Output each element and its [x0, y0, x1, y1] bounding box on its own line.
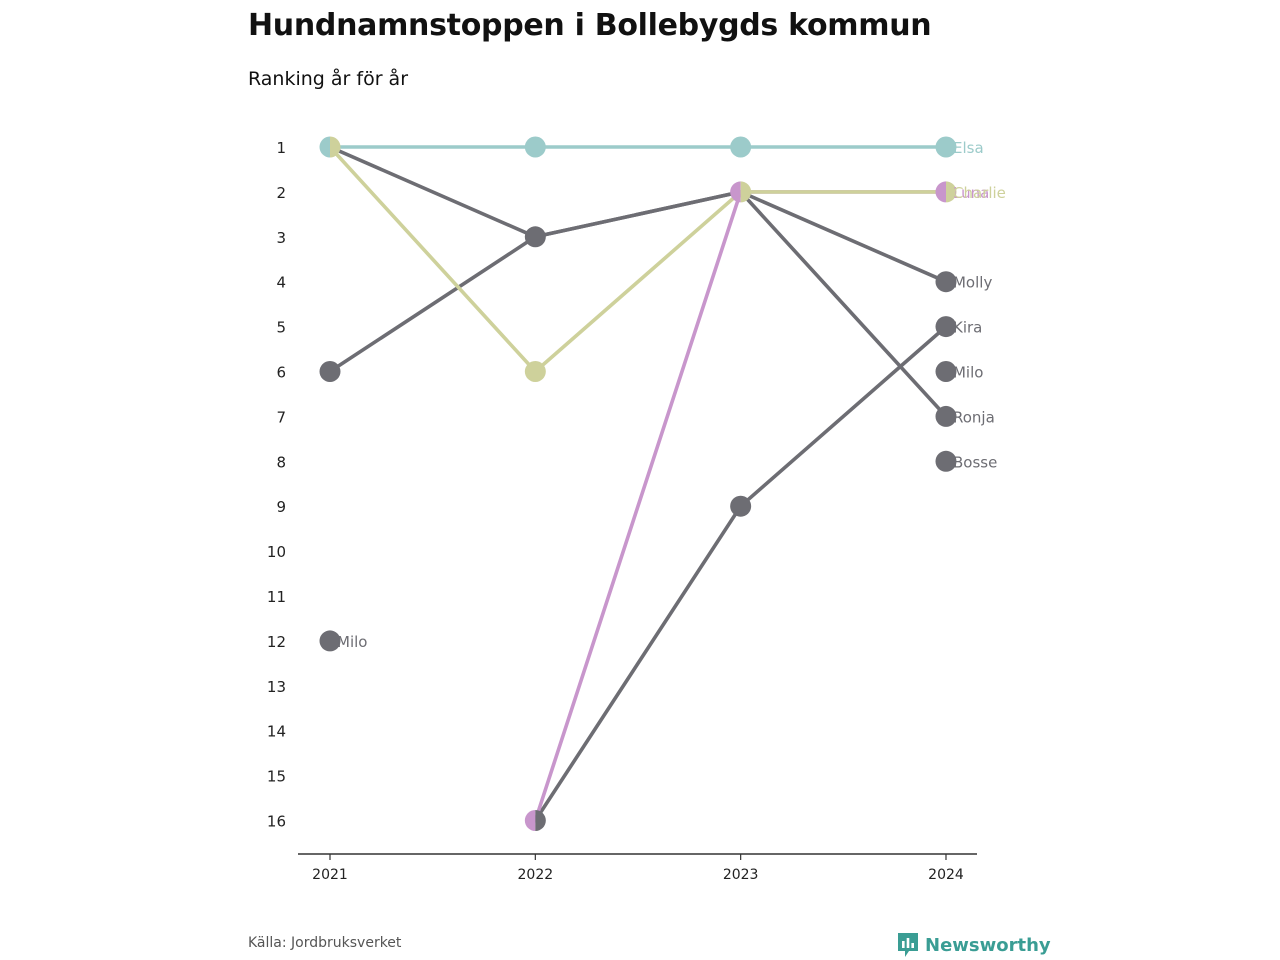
newsworthy-logo-icon [898, 933, 918, 957]
y-tick-label: 12 [267, 633, 286, 651]
y-tick-label: 16 [267, 813, 286, 831]
data-point-elsa [935, 136, 957, 158]
y-tick-label: 13 [267, 678, 286, 696]
data-point-luna-charlie-right [945, 181, 957, 203]
series-end-label-elsa: Elsa [953, 139, 984, 157]
x-tick-label: 2023 [723, 867, 759, 883]
source-note: Källa: Jordbruksverket [248, 935, 402, 951]
x-tick-label: 2022 [518, 867, 554, 883]
data-point-luna-charlie-molly-ronja-right [740, 181, 752, 203]
y-tick-label: 11 [267, 588, 286, 606]
data-point-elsa-charlie-molly-left [319, 136, 330, 158]
data-point-ronja [319, 361, 341, 382]
y-tick-label: 2 [276, 184, 286, 202]
data-point-molly-ronja [524, 226, 546, 248]
data-point-charlie [524, 361, 546, 382]
y-tick-label: 8 [276, 453, 286, 471]
y-tick-label: 14 [267, 723, 286, 741]
brand-name: Newsworthy [925, 934, 1051, 956]
y-tick-label: 4 [276, 274, 286, 292]
data-point-luna-kira-right [535, 810, 546, 831]
series-line-ronja [328, 235, 538, 374]
data-point-luna-kira-left [524, 810, 536, 831]
newsworthy-brand[interactable]: Newsworthy [897, 932, 1051, 958]
series-line-ronja [738, 190, 948, 419]
series-end-label-luna: Luna [953, 184, 989, 202]
data-point-ronja [935, 405, 957, 427]
data-point-milo [319, 630, 341, 652]
series-line-kira [533, 504, 743, 823]
chart-title: Hundnamnstoppen i Bollebygds kommun [248, 8, 932, 43]
point-label-milo: Milo [337, 633, 367, 651]
y-tick-label: 9 [276, 498, 286, 516]
series-end-label-molly: Molly [953, 274, 992, 292]
data-point-molly [935, 271, 957, 293]
series-end-label-charlie: Charlie [953, 184, 1006, 202]
x-tick-label: 2024 [928, 867, 964, 883]
data-point-kira [935, 316, 957, 338]
series-end-label-ronja: Ronja [953, 408, 995, 426]
y-tick-label: 15 [267, 768, 286, 786]
series-line-charlie [328, 145, 538, 374]
y-tick-label: 3 [276, 229, 286, 247]
series-end-label-bosse: Bosse [953, 453, 997, 471]
data-point-elsa-charlie-molly-right [330, 136, 341, 158]
x-tick-label: 2021 [312, 867, 348, 883]
chart-subtitle: Ranking år för år [248, 68, 409, 90]
data-point-kira [730, 495, 752, 517]
series-line-molly [328, 145, 538, 239]
series-end-label-kira: Kira [953, 319, 982, 337]
y-tick-label: 5 [276, 319, 286, 337]
data-point-luna-charlie-left [935, 181, 946, 203]
y-tick-label: 10 [267, 543, 286, 561]
series-end-label-milo: Milo [953, 364, 983, 382]
data-point-elsa [524, 136, 546, 158]
series-line-molly [738, 190, 948, 284]
y-tick-label: 1 [276, 139, 286, 157]
data-point-elsa [730, 136, 752, 158]
y-tick-label: 6 [276, 364, 286, 382]
data-point-bosse [935, 450, 957, 472]
series-line-kira [738, 324, 948, 509]
series-line-charlie [533, 190, 743, 374]
data-point-luna-charlie-molly-ronja-left [730, 181, 741, 203]
series-line-ronja [533, 190, 743, 239]
series-line-luna [533, 190, 743, 823]
data-point-milo [935, 361, 957, 382]
y-tick-label: 7 [276, 408, 286, 426]
